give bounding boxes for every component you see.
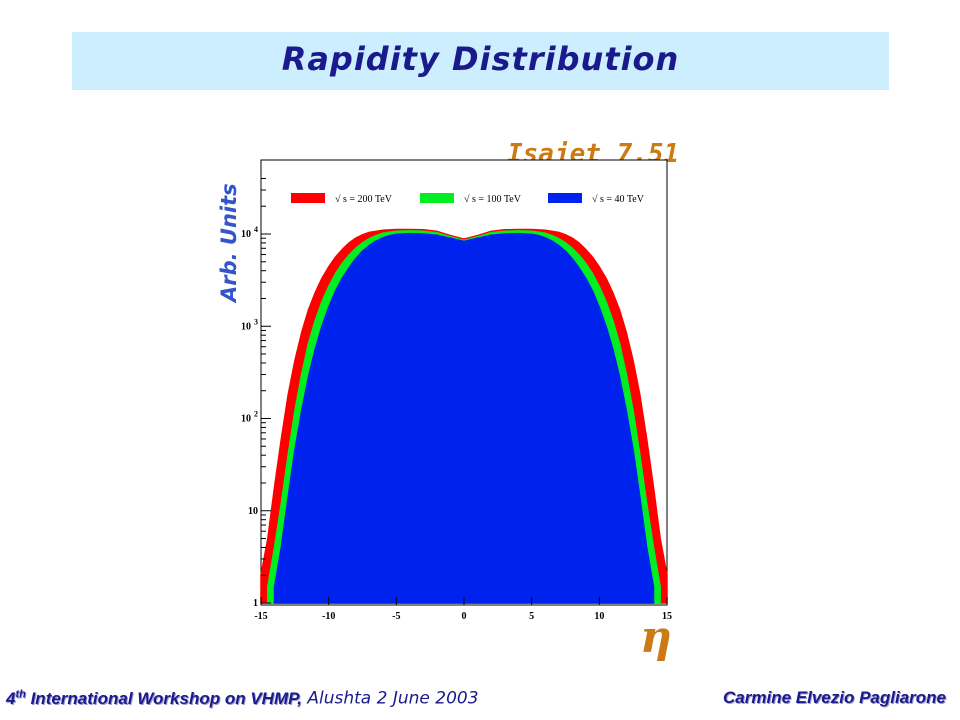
slide-title: Rapidity Distribution <box>281 40 680 78</box>
legend-label-1: √ s = 100 TeV <box>464 194 522 205</box>
x-tick-label-1: -10 <box>322 611 335 622</box>
legend-label-2: √ s = 40 TeV <box>592 194 645 205</box>
x-tick-label-5: 10 <box>594 611 604 622</box>
legend-swatch-0 <box>291 193 325 203</box>
y-tick-label-3: 10 <box>241 321 251 332</box>
workshop-title: International Workshop on VHMP, <box>25 688 302 708</box>
x-tick-label-0: -15 <box>254 611 267 622</box>
x-tick-label-4: 5 <box>529 611 534 622</box>
y-tick-exponent-2: 2 <box>254 410 258 419</box>
x-tick-label-3: 0 <box>462 611 467 622</box>
workshop-ordinal: 4 <box>6 688 16 708</box>
author-name: Carmine Elvezio Pagliarone <box>723 688 946 707</box>
footer-workshop: 4th International Workshop on VHMP, Alus… <box>6 688 479 709</box>
series-area-2 <box>273 232 655 604</box>
place-date: Alushta 2 June 2003 <box>301 688 479 709</box>
series-layer <box>260 228 668 604</box>
workshop-name: 4th International Workshop on VHMP, <box>6 688 302 708</box>
title-band: Rapidity Distribution <box>72 32 889 90</box>
legend-swatch-2 <box>548 193 582 203</box>
y-tick-label-2: 10 <box>241 414 251 425</box>
y-tick-label-1: 10 <box>248 506 258 517</box>
legend: √ s = 200 TeV √ s = 100 TeV √ s = 40 TeV <box>291 193 645 205</box>
legend-label-0: √ s = 200 TeV <box>335 194 393 205</box>
y-tick-exponent-3: 3 <box>254 317 258 326</box>
legend-swatch-1 <box>420 193 454 203</box>
x-tick-label-2: -5 <box>392 611 400 622</box>
y-tick-exponent-4: 4 <box>254 225 258 234</box>
y-tick-label-4: 10 <box>241 229 251 240</box>
x-axis-label: η <box>640 612 672 663</box>
y-tick-label-0: 1 <box>253 598 258 609</box>
x-tick-label-6: 15 <box>662 611 672 622</box>
workshop-ordinal-suffix: th <box>15 688 26 700</box>
